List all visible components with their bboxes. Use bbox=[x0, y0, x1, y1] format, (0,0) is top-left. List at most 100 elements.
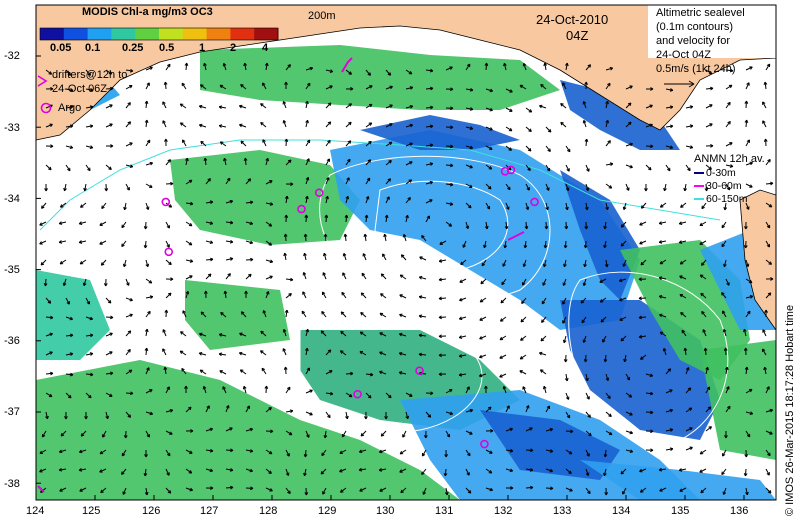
velocity-arrow-head bbox=[450, 163, 454, 167]
velocity-arrow-head bbox=[58, 469, 63, 472]
velocity-arrow bbox=[519, 370, 527, 375]
velocity-arrow-head bbox=[363, 233, 366, 238]
velocity-arrow bbox=[503, 386, 507, 394]
velocity-arrow-head bbox=[566, 206, 569, 210]
velocity-arrow bbox=[200, 140, 207, 147]
velocity-arrow-head bbox=[146, 139, 150, 142]
velocity-arrow bbox=[323, 253, 327, 261]
argo-float-marker bbox=[161, 197, 171, 207]
velocity-arrow-head bbox=[438, 317, 442, 320]
velocity-arrow bbox=[165, 221, 170, 229]
velocity-arrow-head bbox=[490, 428, 494, 432]
velocity-arrow-head bbox=[563, 340, 567, 344]
velocity-arrow-head bbox=[90, 87, 94, 91]
velocity-arrow-head bbox=[79, 223, 83, 225]
velocity-arrow-head bbox=[721, 225, 726, 229]
lon-tick: 133 bbox=[553, 505, 572, 517]
velocity-arrow-head bbox=[690, 145, 694, 149]
velocity-arrow bbox=[445, 487, 448, 495]
velocity-arrow-head bbox=[458, 374, 463, 377]
velocity-arrow bbox=[545, 164, 551, 172]
velocity-arrow-head bbox=[230, 220, 234, 224]
velocity-arrow-head bbox=[421, 472, 425, 475]
velocity-arrow bbox=[565, 468, 572, 474]
velocity-arrow bbox=[325, 140, 331, 147]
velocity-arrow bbox=[340, 311, 347, 318]
velocity-arrow bbox=[584, 354, 587, 363]
velocity-arrow bbox=[345, 392, 353, 398]
velocity-arrow bbox=[405, 215, 409, 223]
colorbar-label: 0.1 bbox=[85, 42, 101, 54]
velocity-arrow bbox=[345, 214, 348, 223]
velocity-arrow-head bbox=[565, 359, 568, 363]
velocity-arrow bbox=[399, 449, 407, 455]
velocity-arrow bbox=[659, 240, 667, 243]
velocity-arrow bbox=[85, 352, 93, 356]
lon-tick: 130 bbox=[376, 505, 395, 517]
velocity-arrow bbox=[205, 201, 213, 204]
velocity-arrow-head bbox=[525, 405, 529, 408]
velocity-arrow bbox=[540, 335, 547, 342]
velocity-arrow-head bbox=[121, 225, 125, 229]
velocity-arrow bbox=[45, 411, 48, 419]
velocity-arrow bbox=[459, 297, 467, 301]
velocity-arrow-head bbox=[723, 264, 727, 268]
velocity-arrow bbox=[725, 278, 730, 286]
velocity-arrow-head bbox=[381, 434, 385, 437]
lon-tick: 131 bbox=[435, 505, 454, 517]
velocity-arrow-head bbox=[230, 448, 234, 451]
velocity-arrow-head bbox=[767, 292, 771, 295]
velocity-arrow bbox=[41, 430, 47, 438]
velocity-arrow-head bbox=[745, 454, 749, 458]
velocity-arrow bbox=[681, 329, 687, 337]
velocity-arrow-head bbox=[585, 226, 589, 230]
velocity-arrow bbox=[565, 373, 568, 381]
velocity-arrow-head bbox=[50, 144, 54, 147]
velocity-arrow bbox=[125, 164, 133, 168]
velocity-arrow-head bbox=[109, 71, 113, 75]
velocity-arrow-head bbox=[659, 223, 663, 225]
lon-tick: 127 bbox=[200, 505, 219, 517]
velocity-arrow-head bbox=[604, 245, 607, 249]
velocity-arrow bbox=[645, 164, 652, 171]
velocity-arrow bbox=[285, 196, 288, 204]
velocity-arrow-head bbox=[544, 245, 548, 249]
velocity-arrow-head bbox=[429, 124, 434, 127]
velocity-arrow-head bbox=[170, 181, 174, 184]
drifter-track bbox=[37, 485, 45, 493]
velocity-arrow bbox=[705, 164, 712, 170]
velocity-arrow bbox=[165, 386, 170, 394]
velocity-arrow-head bbox=[490, 450, 493, 454]
velocity-arrow bbox=[305, 101, 308, 109]
velocity-arrow-head bbox=[630, 412, 633, 416]
velocity-arrow bbox=[121, 240, 127, 247]
velocity-arrow-head bbox=[438, 279, 443, 282]
velocity-arrow bbox=[40, 259, 47, 266]
velocity-arrow bbox=[545, 468, 553, 472]
velocity-arrow-head bbox=[426, 215, 430, 218]
velocity-arrow bbox=[438, 278, 447, 281]
velocity-arrow bbox=[419, 315, 427, 318]
velocity-arrow bbox=[360, 430, 367, 437]
velocity-arrow bbox=[605, 373, 609, 381]
velocity-arrow-head bbox=[706, 188, 709, 192]
velocity-arrow-head bbox=[145, 226, 148, 230]
velocity-arrow bbox=[285, 449, 290, 457]
velocity-arrow bbox=[322, 272, 327, 280]
velocity-arrow bbox=[545, 126, 552, 133]
velocity-arrow-head bbox=[623, 207, 627, 211]
velocity-arrow bbox=[545, 183, 550, 191]
velocity-arrow-head bbox=[640, 358, 644, 360]
velocity-arrow bbox=[619, 297, 627, 301]
velocity-arrow-head bbox=[641, 206, 645, 209]
velocity-arrow bbox=[265, 180, 273, 185]
velocity-arrow-head bbox=[200, 311, 203, 315]
velocity-arrow bbox=[525, 126, 532, 132]
velocity-arrow-head bbox=[438, 335, 442, 339]
velocity-arrow bbox=[721, 468, 727, 475]
velocity-arrow-head bbox=[750, 411, 754, 415]
velocity-arrow-head bbox=[669, 447, 674, 450]
velocity-arrow-head bbox=[750, 184, 753, 188]
velocity-arrow-head bbox=[519, 85, 522, 89]
velocity-arrow bbox=[199, 333, 207, 337]
